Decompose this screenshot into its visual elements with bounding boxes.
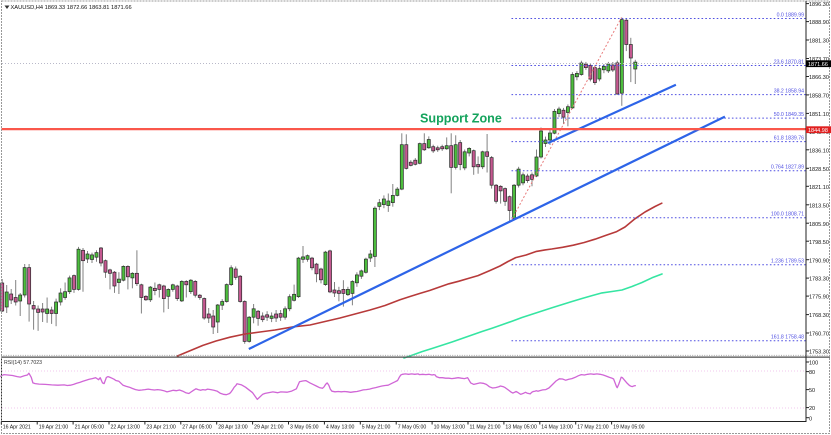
svg-text:1858.70: 1858.70: [809, 94, 829, 100]
svg-text:13 May 05:00: 13 May 05:00: [505, 425, 537, 431]
svg-text:1888.90: 1888.90: [809, 20, 829, 26]
svg-text:1783.30: 1783.30: [809, 277, 829, 283]
svg-text:29 Apr 21:00: 29 Apr 21:00: [254, 425, 284, 431]
svg-text:XAUUSD,H4 1869.33 1872.66 186: XAUUSD,H4 1869.33 1872.66 1863.81 1871.6…: [11, 5, 132, 11]
svg-text:7 May 05:00: 7 May 05:00: [398, 425, 427, 431]
svg-text:1836.10: 1836.10: [809, 148, 829, 154]
svg-text:1805.90: 1805.90: [809, 222, 829, 228]
svg-text:1760.70: 1760.70: [809, 332, 829, 338]
svg-text:14 May 13:00: 14 May 13:00: [541, 425, 573, 431]
svg-text:19 Apr 21:00: 19 Apr 21:00: [39, 425, 69, 431]
svg-text:100.0 1808.71: 100.0 1808.71: [771, 212, 804, 218]
svg-text:1790.90: 1790.90: [809, 258, 829, 264]
svg-text:1813.50: 1813.50: [809, 203, 829, 209]
svg-text:1873.70: 1873.70: [809, 57, 829, 63]
svg-text:50.0 1849.35: 50.0 1849.35: [774, 112, 804, 118]
svg-text:1866.30: 1866.30: [809, 75, 829, 81]
svg-text:1768.30: 1768.30: [809, 313, 829, 319]
svg-text:21 Apr 05:00: 21 Apr 05:00: [75, 425, 105, 431]
svg-text:80: 80: [809, 370, 815, 376]
svg-text:0: 0: [809, 416, 812, 422]
svg-text:1871.66: 1871.66: [808, 62, 828, 68]
svg-text:28 Apr 13:00: 28 Apr 13:00: [218, 425, 248, 431]
svg-text:1851.10: 1851.10: [809, 112, 829, 118]
svg-text:Support Zone: Support Zone: [420, 111, 502, 125]
svg-text:10 May 13:00: 10 May 13:00: [434, 425, 466, 431]
svg-text:1775.90: 1775.90: [809, 295, 829, 301]
svg-text:0.764 1827.89: 0.764 1827.89: [771, 165, 804, 171]
svg-text:27 Apr 05:00: 27 Apr 05:00: [182, 425, 212, 431]
svg-text:1753.30: 1753.30: [809, 350, 829, 356]
svg-text:4 May 13:00: 4 May 13:00: [326, 425, 355, 431]
svg-text:61.8 1839.76: 61.8 1839.76: [774, 135, 804, 141]
svg-text:1.236 1789.53: 1.236 1789.53: [771, 259, 804, 265]
svg-text:1821.10: 1821.10: [809, 185, 829, 191]
svg-text:5 May 21:00: 5 May 21:00: [362, 425, 391, 431]
svg-text:0.0 1889.99: 0.0 1889.99: [777, 12, 805, 18]
svg-text:19 May 05:00: 19 May 05:00: [613, 425, 645, 431]
svg-text:38.2 1858.94: 38.2 1858.94: [774, 88, 804, 94]
svg-text:23.6 1870.81: 23.6 1870.81: [774, 59, 804, 65]
svg-text:1798.50: 1798.50: [809, 240, 829, 246]
svg-text:1844.98: 1844.98: [808, 128, 828, 134]
svg-text:50: 50: [809, 388, 815, 394]
svg-text:20: 20: [809, 406, 815, 412]
svg-text:23 Apr 21:00: 23 Apr 21:00: [146, 425, 176, 431]
svg-text:100: 100: [809, 361, 818, 367]
svg-text:RSI(14) 57.7023: RSI(14) 57.7023: [4, 360, 42, 366]
svg-text:161.8 1758.48: 161.8 1758.48: [771, 335, 804, 341]
svg-text:3 May 05:00: 3 May 05:00: [290, 425, 319, 431]
svg-text:1881.30: 1881.30: [809, 39, 829, 45]
svg-text:16 Apr 2021: 16 Apr 2021: [3, 425, 31, 431]
svg-text:1828.50: 1828.50: [809, 167, 829, 173]
svg-text:17 May 21:00: 17 May 21:00: [577, 425, 609, 431]
svg-text:11 May 21:00: 11 May 21:00: [470, 425, 501, 431]
svg-text:1896.30: 1896.30: [809, 2, 829, 8]
svg-text:22 Apr 13:00: 22 Apr 13:00: [111, 425, 141, 431]
